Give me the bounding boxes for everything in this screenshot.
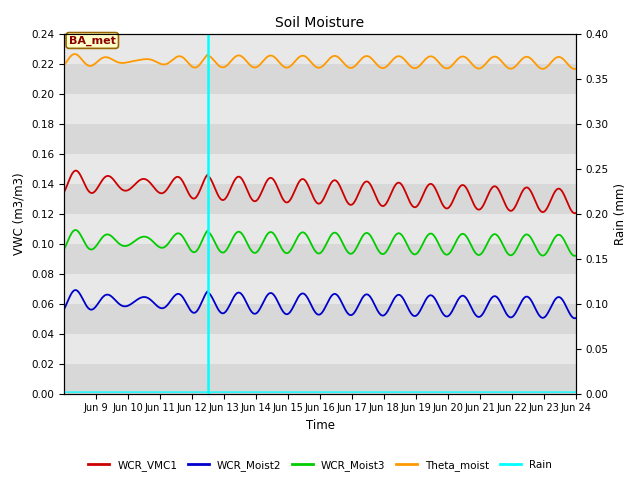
Bar	[64, 274, 576, 303]
Legend: WCR_VMC1, WCR_Moist2, WCR_Moist3, Theta_moist, Rain: WCR_VMC1, WCR_Moist2, WCR_Moist3, Theta_…	[84, 456, 556, 475]
Y-axis label: VWC (m3/m3): VWC (m3/m3)	[13, 172, 26, 255]
Bar	[64, 214, 576, 243]
Bar	[64, 34, 576, 63]
Bar	[64, 94, 576, 123]
X-axis label: Time: Time	[305, 419, 335, 432]
Y-axis label: Rain (mm): Rain (mm)	[614, 182, 627, 245]
Bar	[64, 154, 576, 183]
Text: BA_met: BA_met	[69, 36, 116, 46]
Bar	[64, 334, 576, 364]
Title: Soil Moisture: Soil Moisture	[275, 16, 365, 30]
